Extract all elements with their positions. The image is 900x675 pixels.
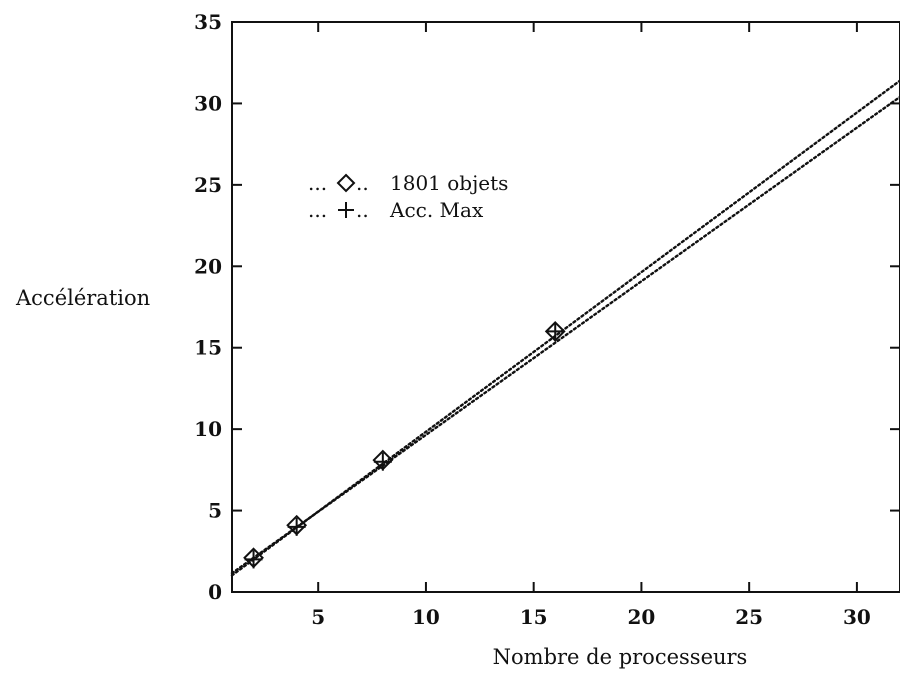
y-tick-label: 20 (194, 254, 222, 278)
axis-ticks: 0 5 10 15 20 25 30 35 5 10 15 20 25 30 (194, 10, 900, 629)
series-line-2 (230, 79, 900, 577)
y-tick-label: 0 (208, 580, 222, 604)
plus-marker (373, 452, 392, 471)
legend-suffix: .. (356, 198, 369, 222)
plot-frame (231, 21, 900, 593)
y-tick-label: 10 (194, 417, 222, 441)
plus-marker (244, 550, 263, 569)
legend-label: 1801 objets (390, 171, 508, 195)
y-tick-label: 30 (194, 91, 222, 115)
y-tick-label: 25 (194, 173, 222, 197)
x-tick-label: 20 (627, 605, 655, 629)
series-markers (243, 321, 566, 569)
series-line-1 (230, 95, 900, 575)
x-tick-label: 5 (311, 605, 325, 629)
diamond-marker (336, 173, 356, 193)
y-tick-label: 35 (194, 10, 222, 34)
legend-prefix: ... (308, 171, 327, 195)
legend-suffix: .. (356, 171, 369, 195)
x-tick-label: 25 (735, 605, 763, 629)
plus-marker (338, 202, 354, 218)
y-tick-label: 15 (194, 336, 222, 360)
series-lines (230, 79, 900, 577)
x-tick-label: 10 (412, 605, 440, 629)
x-axis-label: Nombre de processeurs (493, 645, 748, 669)
x-tick-label: 15 (520, 605, 548, 629)
legend: ..... 1801 objets..... Acc. Max (308, 171, 508, 222)
plus-marker (287, 517, 306, 536)
legend-label: Acc. Max (389, 198, 484, 222)
y-tick-label: 5 (208, 499, 222, 523)
x-tick-label: 30 (843, 605, 871, 629)
legend-prefix: ... (308, 198, 327, 222)
y-axis-label: Accélération (15, 286, 150, 310)
plus-marker (546, 322, 565, 341)
